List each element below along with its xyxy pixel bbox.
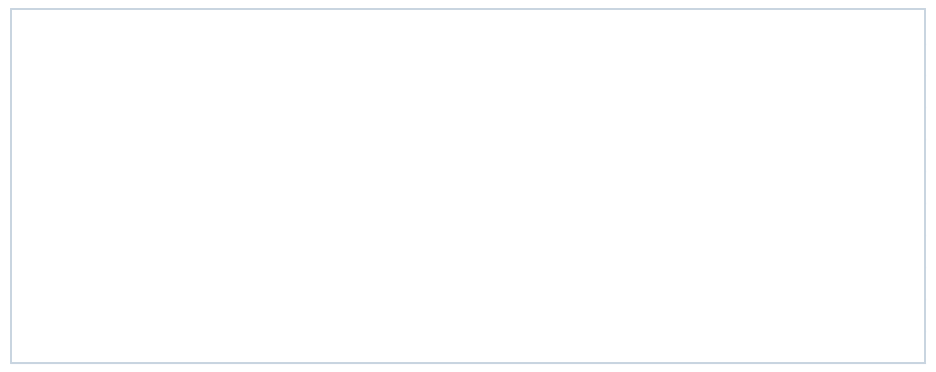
Text: Change, USD: Change, USD <box>568 20 656 33</box>
Text: 5.37 AUD: 5.37 AUD <box>832 181 891 194</box>
Text: - 11.818%: - 11.818% <box>438 308 508 321</box>
Text: - 4.03: - 4.03 <box>592 149 633 162</box>
Text: #L-BT: #L-BT <box>21 308 63 321</box>
Text: #A-CSR: #A-CSR <box>21 181 74 194</box>
Text: Instrument: Instrument <box>231 20 304 33</box>
Text: Alcoa: Alcoa <box>251 149 285 162</box>
FancyBboxPatch shape <box>894 273 920 293</box>
FancyBboxPatch shape <box>899 55 915 64</box>
Text: 18.01 AUD: 18.01 AUD <box>824 212 891 225</box>
Text: - 6.211%: - 6.211% <box>443 53 505 66</box>
Text: - 3.85: - 3.85 <box>592 244 633 257</box>
Text: 17.12 USD: 17.12 USD <box>825 340 891 353</box>
FancyBboxPatch shape <box>11 139 925 171</box>
Text: - 23.373%: - 23.373% <box>438 340 508 353</box>
Text: - 1.14: - 1.14 <box>592 212 633 225</box>
FancyBboxPatch shape <box>11 171 925 203</box>
Text: - 0.2: - 0.2 <box>596 85 628 98</box>
Text: - 5.17: - 5.17 <box>592 340 633 353</box>
FancyBboxPatch shape <box>894 145 920 165</box>
Text: 50.01 USD: 50.01 USD <box>825 149 891 162</box>
Text: - 37.44: - 37.44 <box>588 308 636 321</box>
Text: 2694.00000 USD: 2694.00000 USD <box>784 53 891 66</box>
FancyBboxPatch shape <box>11 108 925 139</box>
FancyBboxPatch shape <box>11 267 925 299</box>
FancyBboxPatch shape <box>899 150 915 160</box>
FancyBboxPatch shape <box>899 214 915 224</box>
FancyBboxPatch shape <box>11 9 925 44</box>
Text: #C-COCOA: #C-COCOA <box>21 53 95 66</box>
Text: #A-AMP: #A-AMP <box>21 85 77 98</box>
Text: CSR Limited: CSR Limited <box>230 181 306 194</box>
Text: - 177: - 177 <box>594 53 630 66</box>
Text: 3.91 AUD: 3.91 AUD <box>832 85 891 98</box>
Text: - 19.57: - 19.57 <box>588 117 636 130</box>
Text: Treasury Wine Estates Ltd: Treasury Wine Estates Ltd <box>187 212 349 225</box>
FancyBboxPatch shape <box>11 331 925 363</box>
Text: - 6.466%: - 6.466% <box>443 117 505 130</box>
FancyBboxPatch shape <box>899 246 915 256</box>
Text: #D-DPW: #D-DPW <box>21 244 80 257</box>
FancyBboxPatch shape <box>894 50 920 69</box>
Text: #A-TLS: #A-TLS <box>21 276 69 289</box>
Text: 34.30 EUR: 34.30 EUR <box>826 244 891 257</box>
FancyBboxPatch shape <box>11 76 925 108</box>
FancyBboxPatch shape <box>11 44 925 76</box>
FancyBboxPatch shape <box>899 342 915 352</box>
Text: #S-HTZ: #S-HTZ <box>21 340 73 353</box>
FancyBboxPatch shape <box>894 337 920 356</box>
Text: - 8.761%: - 8.761% <box>443 244 505 257</box>
FancyBboxPatch shape <box>894 177 920 197</box>
Text: - 7.517%: - 7.517% <box>443 181 505 194</box>
Text: AMP Ltd: AMP Ltd <box>242 85 293 98</box>
Text: BT Group PLC: BT Group PLC <box>226 308 311 321</box>
Text: 202.89 GBP: 202.89 GBP <box>817 308 891 321</box>
FancyBboxPatch shape <box>894 209 920 229</box>
Text: - 7.791%: - 7.791% <box>443 212 505 225</box>
FancyBboxPatch shape <box>899 182 915 192</box>
Text: Cocoa: Cocoa <box>249 53 287 66</box>
FancyBboxPatch shape <box>899 310 915 320</box>
Text: Tesla: Tesla <box>253 117 284 130</box>
FancyBboxPatch shape <box>894 82 920 101</box>
Text: #S-AA: #S-AA <box>21 149 65 162</box>
Text: #S-TSLA: #S-TSLA <box>21 117 79 130</box>
Text: - 0.32: - 0.32 <box>592 181 633 194</box>
FancyBboxPatch shape <box>899 119 915 128</box>
Text: Change, %: Change, % <box>437 20 509 33</box>
FancyBboxPatch shape <box>11 203 925 235</box>
Text: 283.24 USD: 283.24 USD <box>817 117 891 130</box>
Text: - 0.27: - 0.27 <box>592 276 633 289</box>
Text: Hertz Global Holdings: Hertz Global Holdings <box>200 340 336 353</box>
FancyBboxPatch shape <box>11 9 925 363</box>
FancyBboxPatch shape <box>11 235 925 267</box>
Text: 2.85 AUD: 2.85 AUD <box>832 276 891 289</box>
FancyBboxPatch shape <box>899 278 915 288</box>
Text: #A-TWE: #A-TWE <box>21 212 75 225</box>
Text: Telstra Corporation Limited: Telstra Corporation Limited <box>183 276 353 289</box>
Text: - 11.111%: - 11.111% <box>438 276 509 289</box>
Text: - 7.396%: - 7.396% <box>443 149 505 162</box>
FancyBboxPatch shape <box>894 305 920 324</box>
Text: Live prices: Live prices <box>772 20 844 33</box>
Text: - 6.295%: - 6.295% <box>443 85 505 98</box>
Text: Deutsche Post AG: Deutsche Post AG <box>212 244 324 257</box>
FancyBboxPatch shape <box>899 87 915 96</box>
FancyBboxPatch shape <box>894 241 920 261</box>
Text: Name: Name <box>52 20 91 33</box>
FancyBboxPatch shape <box>11 299 925 331</box>
FancyBboxPatch shape <box>894 113 920 133</box>
